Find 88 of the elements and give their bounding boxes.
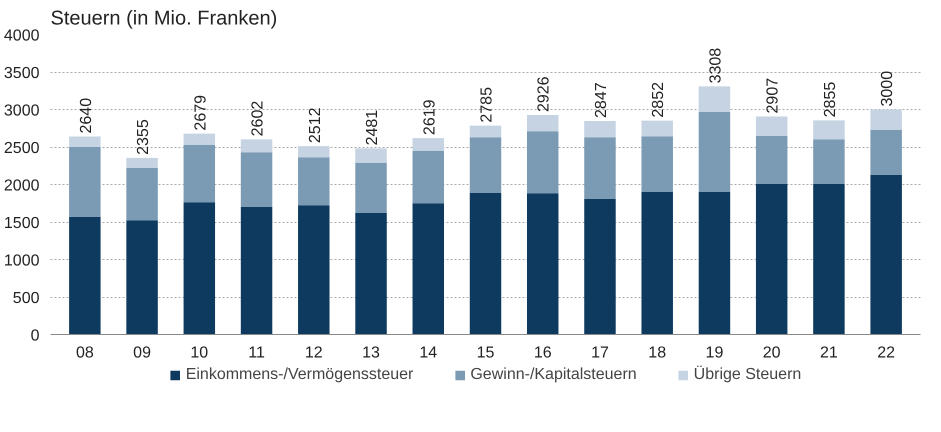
bar: [584, 198, 616, 334]
x-tick-label: 11: [248, 344, 265, 362]
total-label: 2852: [650, 82, 668, 118]
x-tick-label: 14: [419, 344, 438, 362]
bar: [813, 120, 845, 140]
bar: [584, 137, 616, 199]
bar: [240, 152, 272, 207]
bar: [240, 207, 272, 334]
bar: [412, 150, 444, 204]
bar: [470, 126, 502, 138]
bar: [298, 206, 330, 334]
total-label: 2926: [536, 76, 553, 112]
y-tick-label: 2000: [4, 178, 40, 194]
total-label: 2855: [822, 82, 839, 118]
bar: [870, 110, 902, 130]
x-tick-label: 13: [362, 344, 380, 362]
legend-label: Übrige Steuern: [694, 366, 802, 384]
y-tick-label: 0: [30, 328, 40, 344]
total-label: 2481: [364, 110, 382, 146]
legend-label: Gewinn-/Kapitalsteuern: [470, 366, 637, 384]
x-tick-label: 18: [648, 344, 666, 362]
bar: [698, 86, 730, 112]
x-tick-label: 20: [762, 344, 781, 362]
y-tick-label: 3500: [4, 65, 40, 82]
bar: [240, 139, 272, 152]
y-tick-label: 4000: [4, 28, 40, 44]
bar: [412, 138, 444, 151]
bar: [355, 148, 387, 163]
bar: [470, 192, 502, 334]
bar: [584, 120, 616, 138]
y-tick-label: 1000: [4, 252, 40, 270]
y-tick-label: 3000: [4, 102, 40, 120]
bar: [870, 174, 902, 334]
bar: [641, 120, 673, 136]
bar: [298, 146, 330, 158]
bar: [756, 136, 788, 184]
bar: [813, 184, 845, 334]
bar: [184, 202, 216, 334]
total-label: 3000: [879, 70, 896, 106]
y-tick-label: 500: [12, 290, 40, 307]
x-tick-label: 21: [820, 344, 838, 362]
bar: [184, 144, 216, 202]
bar: [756, 116, 788, 136]
bar: [126, 158, 158, 168]
bar: [69, 136, 101, 147]
total-label: 2907: [764, 78, 782, 114]
total-label: 2679: [192, 94, 210, 131]
total-label: 3308: [707, 48, 724, 84]
x-tick-label: 16: [534, 344, 552, 362]
total-label: 2619: [421, 99, 438, 136]
x-tick-label: 08: [76, 344, 94, 362]
bar: [756, 184, 788, 334]
bar: [641, 192, 673, 334]
x-tick-label: 10: [190, 344, 208, 362]
total-label: 2355: [135, 119, 152, 155]
bar: [698, 112, 730, 192]
x-tick-label: 12: [304, 344, 323, 362]
y-tick-label: 1500: [4, 215, 40, 232]
chart-title: Steuern (in Mio. Franken): [50, 8, 278, 30]
bar: [355, 213, 387, 334]
bar: [126, 220, 158, 334]
bar: [126, 168, 158, 220]
bar: [526, 131, 558, 194]
bar: [69, 216, 101, 334]
bar: [184, 134, 216, 145]
bar: [355, 162, 387, 213]
bar: [870, 130, 902, 175]
bar: [698, 192, 730, 334]
legend-label: Einkommens-/Vermögenssteuer: [186, 366, 414, 384]
bar: [412, 203, 444, 334]
bar: [470, 137, 502, 193]
total-label: 2512: [306, 107, 324, 144]
y-tick-label: 2500: [4, 140, 40, 157]
total-label: 2785: [478, 86, 496, 123]
x-tick-label: 22: [877, 344, 896, 362]
bar: [69, 147, 101, 217]
total-label: 2640: [78, 98, 95, 134]
bar: [526, 194, 558, 334]
x-tick-label: 19: [706, 344, 724, 362]
total-label: 2602: [250, 100, 267, 136]
bar: [298, 158, 330, 206]
bar: [813, 140, 845, 184]
x-tick-label: 09: [133, 344, 152, 362]
x-tick-label: 17: [591, 344, 609, 362]
bar: [641, 136, 673, 192]
total-label: 2847: [592, 82, 610, 118]
x-tick-label: 15: [476, 344, 494, 362]
bar: [526, 115, 558, 132]
